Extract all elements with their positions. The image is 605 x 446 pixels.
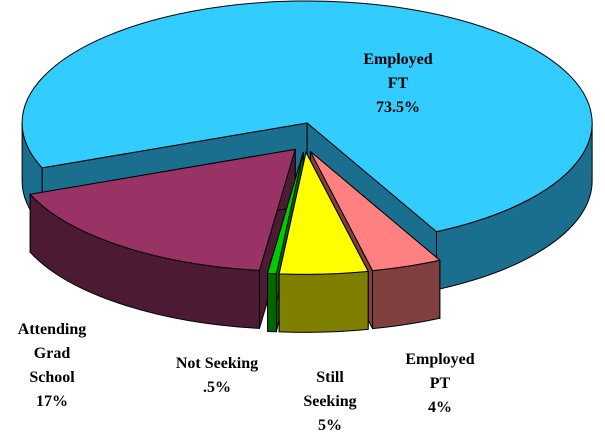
slice-top: [21, 0, 593, 233]
slice-label: Still Seeking 5%: [288, 366, 372, 438]
slice-top: [309, 151, 441, 272]
slice-side: [372, 259, 441, 330]
category: Employed PT: [405, 351, 475, 392]
slice: [278, 150, 369, 333]
value-label: 73.5%: [376, 99, 420, 116]
slice-side: [267, 272, 277, 333]
value-label: 17%: [36, 393, 68, 410]
category: Still Seeking: [303, 369, 357, 410]
value-label: 4%: [428, 399, 452, 416]
slice-top: [278, 150, 369, 275]
value-label: .5%: [203, 379, 231, 396]
slice-label: Employed PT 4%: [398, 348, 482, 420]
category: Not Seeking: [175, 355, 259, 372]
slice-top: [266, 152, 304, 275]
value-label: 5%: [318, 417, 342, 434]
slice-label: Attending Grad School 17%: [10, 318, 94, 414]
slice-side: [278, 270, 369, 333]
slice-label: Employed FT 73.5%: [356, 48, 440, 120]
category: Attending Grad School: [17, 321, 87, 386]
category: Employed FT: [363, 51, 433, 92]
slice-top: [29, 148, 296, 271]
slice-label: Not Seeking .5%: [175, 352, 259, 400]
